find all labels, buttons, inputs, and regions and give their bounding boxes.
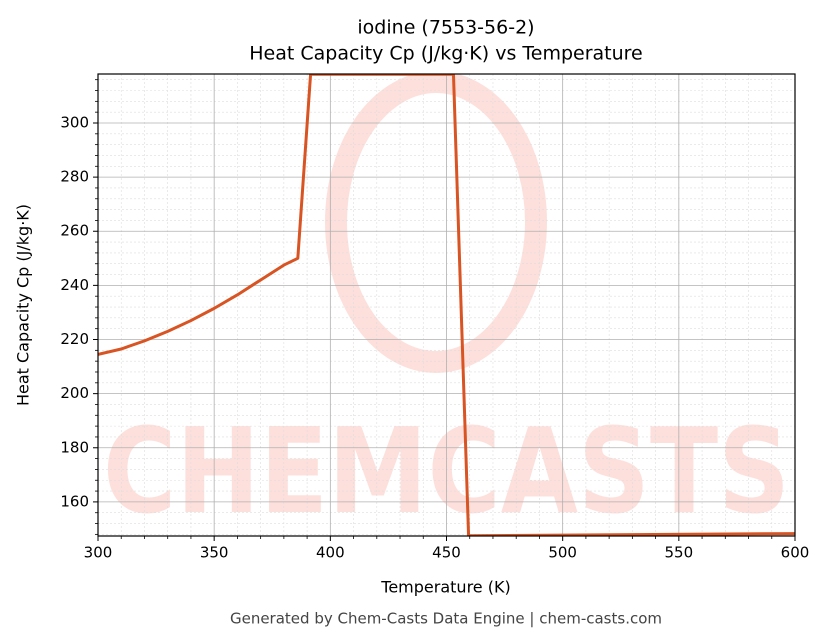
y-tick-label: 280 <box>60 168 89 186</box>
chart-subtitle: Heat Capacity Cp (J/kg·K) vs Temperature <box>249 43 643 65</box>
x-tick-label: 350 <box>200 544 229 562</box>
x-axis-label: Temperature (K) <box>380 578 510 597</box>
y-tick-label: 160 <box>60 492 89 510</box>
x-tick-label: 550 <box>665 544 694 562</box>
plot-frame <box>97 73 796 537</box>
y-tick-label: 180 <box>60 438 89 456</box>
y-tick-label: 240 <box>60 276 89 294</box>
y-tick-label: 220 <box>60 330 89 348</box>
x-tick-label: 300 <box>84 544 113 562</box>
y-axis-label: Heat Capacity Cp (J/kg·K) <box>14 204 33 406</box>
y-tick-label: 260 <box>60 222 89 240</box>
x-tick-label: 500 <box>548 544 577 562</box>
y-tick-label: 200 <box>60 384 89 402</box>
y-tick-label: 300 <box>60 113 89 131</box>
watermark-ring <box>325 74 547 373</box>
footer: Generated by Chem-Casts Data Engine | ch… <box>230 610 662 628</box>
x-tick-label: 600 <box>781 544 810 562</box>
x-tick-label: 450 <box>432 544 461 562</box>
chart-title: iodine (7553-56-2) <box>357 17 534 39</box>
x-tick-label: 400 <box>316 544 345 562</box>
